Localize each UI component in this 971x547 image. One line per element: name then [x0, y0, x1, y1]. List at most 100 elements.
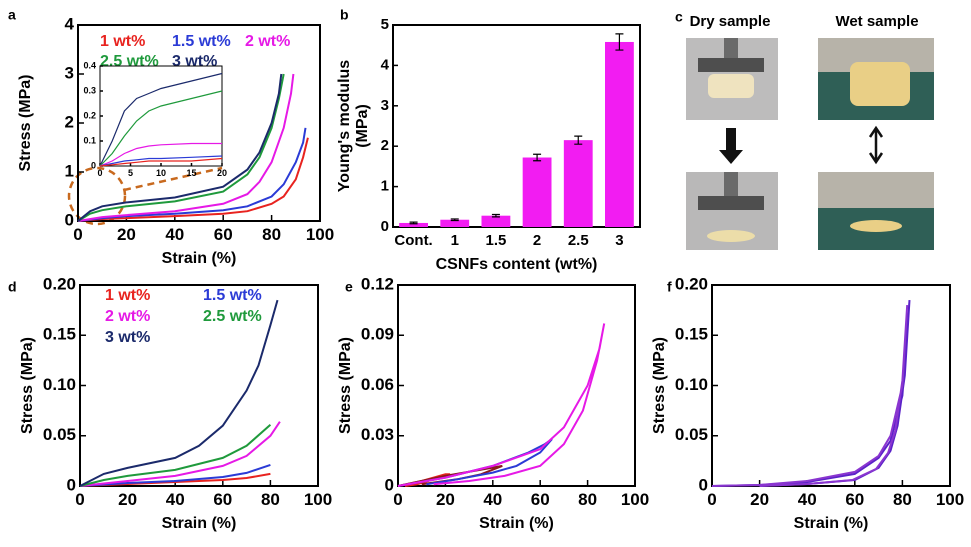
x-tick-label: 20: [217, 168, 227, 178]
error-bar: [491, 213, 500, 218]
y-axis-label: Stress (MPa): [337, 337, 354, 434]
line-series: [397, 323, 606, 487]
line-series: [77, 73, 283, 222]
x-tick-label: 40: [483, 490, 502, 509]
x-tick-label: 20: [118, 490, 137, 509]
x-tick-label: 80: [261, 490, 280, 509]
x-tick-label: 100: [306, 225, 334, 244]
line-series: [77, 137, 309, 222]
y-axis-label: Stress (MPa): [651, 337, 668, 434]
legend-entry: 1.5 wt%: [172, 33, 231, 50]
y-tick-label: 5: [381, 16, 389, 33]
x-tick-label: 80: [262, 225, 281, 244]
x-axis-label: CSNFs content (wt%): [436, 256, 598, 273]
y-tick-label: 0.10: [43, 375, 76, 394]
y-tick-label: 0: [65, 210, 74, 229]
y-tick-label: 0.03: [361, 425, 394, 444]
photo: [686, 38, 778, 120]
y-tick-label: 4: [65, 14, 75, 33]
x-tick-label: 40: [798, 490, 817, 509]
panel-letter: f: [667, 279, 672, 295]
y-tick-label: 0.15: [43, 325, 76, 344]
x-tick-label: 20: [750, 490, 769, 509]
x-tick-label: 2.5: [568, 232, 589, 249]
line-series: [77, 73, 295, 222]
x-tick-label: 3: [615, 232, 623, 249]
x-tick-label: 60: [213, 490, 232, 509]
x-tick-label: 5: [128, 168, 133, 178]
x-tick-label: 0: [75, 490, 84, 509]
bar: [605, 41, 634, 227]
y-tick-label: 0: [381, 218, 389, 235]
plot-frame: [397, 284, 636, 487]
panel-letter: d: [8, 279, 17, 295]
y-tick-label: 0.3: [83, 85, 96, 95]
x-tick-label: 0: [393, 490, 402, 509]
line-series: [99, 157, 223, 167]
line-series: [711, 305, 909, 487]
y-axis-label: Stress (MPa): [19, 337, 36, 434]
y-tick-label: 0.05: [675, 425, 708, 444]
line-series: [397, 438, 553, 487]
x-tick-label: 60: [531, 490, 550, 509]
y-axis-label: Young's modulus: [336, 60, 353, 192]
line-series: [99, 90, 223, 167]
y-tick-label: 0.12: [361, 274, 394, 293]
legend-entry: 3 wt%: [105, 329, 150, 346]
y-tick-label: 2: [381, 137, 389, 154]
y-tick-label: 4: [381, 56, 390, 73]
x-tick-label: 2: [533, 232, 541, 249]
photo-title: Wet sample: [835, 13, 918, 30]
x-tick-label: 15: [186, 168, 196, 178]
x-tick-label: 60: [214, 225, 233, 244]
x-axis-label: Strain (%): [479, 515, 554, 532]
x-tick-label: 100: [621, 490, 649, 509]
error-bar: [574, 135, 583, 145]
y-tick-label: 1: [381, 178, 389, 195]
panel-letter: e: [345, 279, 353, 295]
zoom-marker: [67, 166, 127, 226]
y-tick-label: 0.15: [675, 325, 708, 344]
line-series: [711, 300, 911, 487]
error-bar: [450, 218, 459, 222]
panel-letter: a: [8, 7, 16, 23]
x-tick-label: 20: [117, 225, 136, 244]
y-tick-label: 0.4: [83, 60, 96, 70]
photo-title: Dry sample: [690, 13, 771, 30]
y-tick-label: 3: [65, 63, 74, 82]
x-tick-label: 1.5: [485, 232, 506, 249]
x-tick-label: 0: [97, 168, 102, 178]
x-tick-label: 1: [451, 232, 459, 249]
legend-entry: 2.5 wt%: [203, 308, 262, 325]
bar: [440, 219, 470, 227]
y-tick-label: 0: [91, 160, 96, 170]
bar: [399, 222, 428, 227]
error-bar: [615, 33, 624, 51]
panel-letter: b: [340, 7, 349, 23]
y-tick-label: 3: [381, 97, 389, 114]
line-series: [99, 155, 223, 167]
y-tick-label: 0: [385, 475, 394, 494]
line-series: [79, 299, 279, 487]
legend-entry: 2 wt%: [105, 308, 150, 325]
inset-background: [100, 66, 222, 166]
bar: [481, 215, 511, 227]
plot-frame: [711, 284, 951, 487]
y-tick-label: 0.20: [675, 274, 708, 293]
x-tick-label: 0: [73, 225, 82, 244]
x-axis-label: Strain (%): [162, 250, 237, 267]
panel-letter: c: [675, 9, 683, 25]
x-axis-label: Strain (%): [162, 515, 237, 532]
y-axis-label: (MPa): [354, 104, 371, 148]
y-tick-label: 0.09: [361, 325, 394, 344]
bar: [563, 140, 593, 227]
x-tick-label: 80: [578, 490, 597, 509]
y-tick-label: 0.05: [43, 425, 76, 444]
zoom-connector: [123, 166, 223, 192]
bar: [522, 157, 552, 227]
y-tick-label: 0.06: [361, 375, 394, 394]
arrow: [719, 128, 743, 164]
line-series: [79, 421, 281, 487]
legend-entry: 1.5 wt%: [203, 287, 262, 304]
